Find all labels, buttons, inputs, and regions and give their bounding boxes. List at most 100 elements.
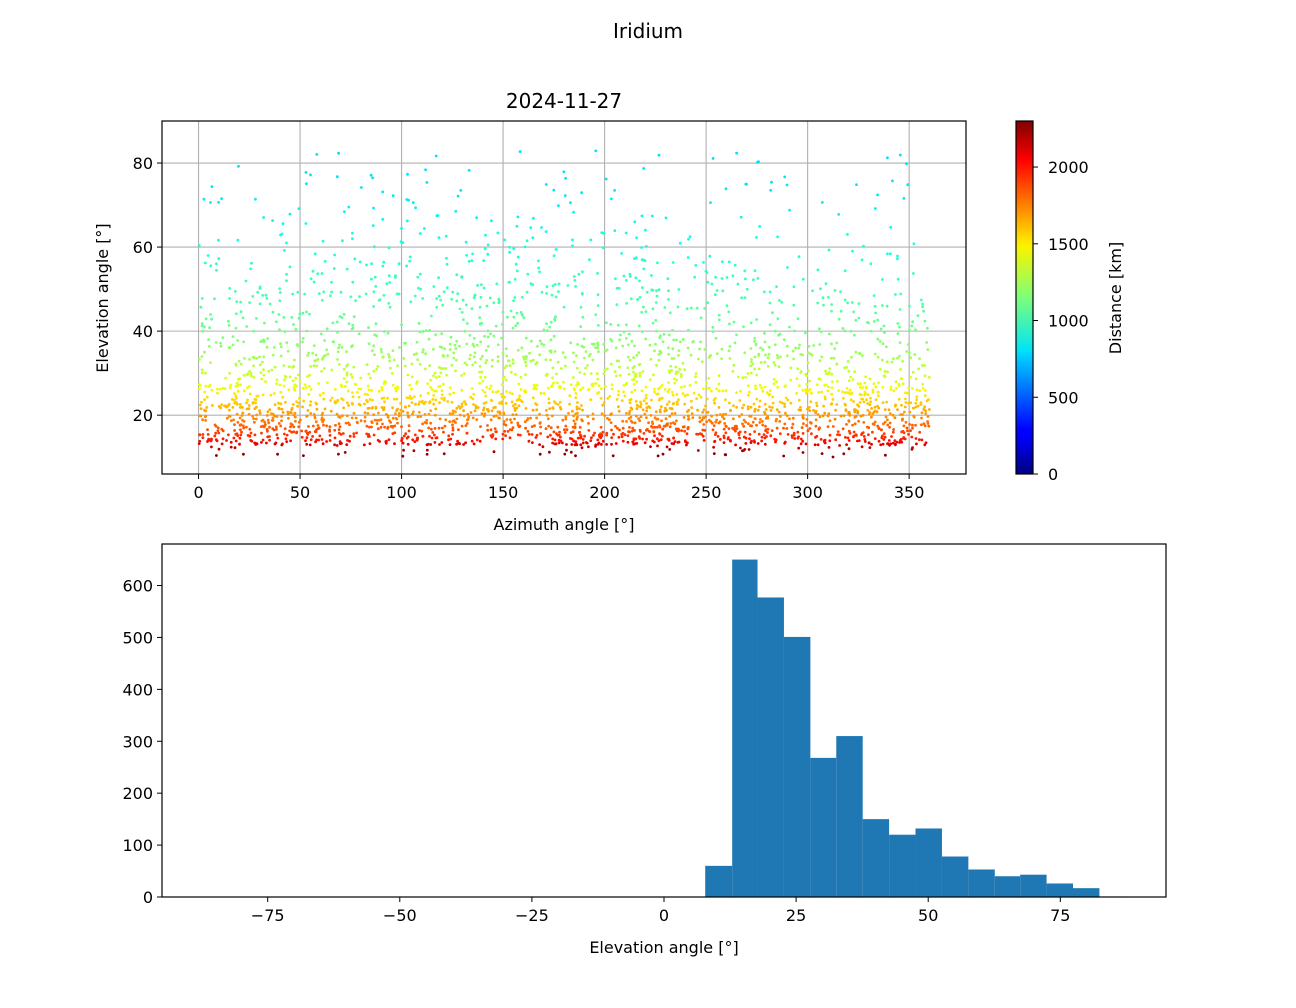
scatter-point xyxy=(492,334,496,338)
scatter-point xyxy=(345,380,349,384)
scatter-point xyxy=(283,249,286,252)
scatter-point xyxy=(496,410,500,414)
scatter-point xyxy=(881,304,884,307)
scatter-point xyxy=(896,356,899,360)
scatter-point xyxy=(392,358,396,362)
scatter-point xyxy=(238,377,242,381)
colorbar-tick-label: 2000 xyxy=(1048,158,1089,177)
scatter-point xyxy=(926,422,930,425)
scatter-point xyxy=(909,401,913,405)
scatter-point xyxy=(286,349,290,353)
scatter-point xyxy=(248,301,252,304)
scatter-point xyxy=(539,425,542,429)
scatter-point xyxy=(363,415,367,419)
scatter-point xyxy=(694,372,698,375)
scatter-point xyxy=(206,254,210,257)
scatter-point xyxy=(785,183,789,187)
scatter-point xyxy=(548,407,552,410)
scatter-point xyxy=(557,438,561,442)
scatter-point xyxy=(858,386,862,389)
scatter-point xyxy=(876,424,880,428)
scatter-point xyxy=(210,185,214,189)
scatter-point xyxy=(581,441,585,445)
scatter-point xyxy=(654,342,657,346)
scatter-point xyxy=(309,365,313,368)
scatter-point xyxy=(867,441,871,445)
scatter-point xyxy=(686,427,690,431)
scatter-point xyxy=(686,256,690,259)
scatter-point xyxy=(551,437,555,441)
scatter-point xyxy=(851,423,854,427)
scatter-point xyxy=(784,411,787,415)
histogram-y-tick-label: 600 xyxy=(122,577,153,596)
scatter-point xyxy=(502,411,506,415)
scatter-point xyxy=(285,433,289,437)
scatter-point xyxy=(238,423,242,427)
histogram-bar xyxy=(889,834,916,897)
scatter-point xyxy=(628,426,631,429)
scatter-point xyxy=(762,290,766,294)
scatter-point xyxy=(518,150,522,154)
scatter-point xyxy=(853,408,856,412)
scatter-point xyxy=(412,449,416,453)
scatter-point xyxy=(258,287,262,290)
scatter-point xyxy=(759,418,762,421)
scatter-point xyxy=(827,446,831,449)
scatter-point xyxy=(628,358,632,362)
scatter-point xyxy=(576,343,579,346)
scatter-point xyxy=(281,222,285,226)
scatter-point xyxy=(318,434,322,438)
scatter-point xyxy=(858,392,862,396)
scatter-point xyxy=(917,367,920,371)
scatter-point xyxy=(818,343,822,346)
scatter-point xyxy=(572,414,576,418)
scatter-point xyxy=(635,442,639,445)
scatter-point xyxy=(696,408,699,412)
scatter-point xyxy=(627,372,631,376)
scatter-point xyxy=(227,433,230,437)
scatter-point xyxy=(909,429,912,433)
scatter-point xyxy=(455,417,459,421)
scatter-point xyxy=(757,354,761,357)
scatter-point xyxy=(371,224,375,228)
scatter-point xyxy=(777,299,781,302)
scatter-point xyxy=(578,426,582,429)
scatter-point xyxy=(928,408,931,411)
scatter-point xyxy=(754,343,758,347)
scatter-point xyxy=(906,429,909,433)
scatter-point xyxy=(820,452,824,455)
scatter-point xyxy=(242,452,245,456)
scatter-point xyxy=(887,408,891,412)
scatter-point xyxy=(624,383,628,386)
scatter-point xyxy=(305,329,309,333)
scatter-point xyxy=(774,438,778,442)
scatter-point xyxy=(656,454,660,458)
scatter-point xyxy=(522,357,526,361)
scatter-point xyxy=(876,318,880,322)
scatter-point xyxy=(708,254,712,258)
scatter-point xyxy=(503,366,507,370)
scatter-point xyxy=(288,212,292,216)
scatter-point xyxy=(683,385,686,388)
scatter-point xyxy=(233,398,236,402)
scatter-point xyxy=(801,277,805,281)
scatter-point xyxy=(623,433,627,437)
scatter-point xyxy=(524,336,528,340)
scatter-point xyxy=(204,419,208,422)
scatter-point xyxy=(637,351,641,354)
scatter-point xyxy=(668,414,672,418)
scatter-point xyxy=(442,452,446,456)
scatter-point xyxy=(758,225,762,228)
scatter-point xyxy=(826,389,830,393)
scatter-point xyxy=(537,259,540,263)
histogram-bars xyxy=(705,559,1126,897)
scatter-point xyxy=(293,358,296,362)
scatter-point xyxy=(201,418,205,422)
scatter-point xyxy=(843,329,847,333)
colorbar-gradient xyxy=(1015,120,1034,475)
scatter-point xyxy=(441,303,445,307)
scatter-point xyxy=(468,357,471,361)
scatter-point xyxy=(236,389,240,393)
scatter-point xyxy=(869,396,872,400)
scatter-point xyxy=(344,421,348,425)
